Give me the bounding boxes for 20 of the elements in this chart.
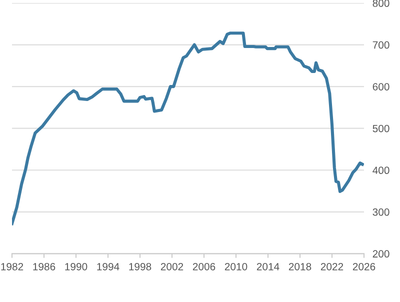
x-tick-label: 2018 [288,262,312,270]
x-tick-label: 1990 [65,262,88,270]
y-tick-label: 500 [372,124,390,132]
y-tick-label: 300 [372,208,390,216]
x-tick-label: 1998 [129,262,152,270]
x-tick-label: 2026 [352,262,376,270]
line-series [12,32,364,226]
x-tick-label: 2022 [320,262,344,270]
y-tick-label: 800 [372,0,390,7]
x-tick-label: 2010 [224,262,248,270]
y-tick-label: 400 [372,166,390,174]
x-tick-label: 1982 [1,262,24,270]
x-tick-label: 1986 [33,262,56,270]
x-tick-label: 2002 [160,262,184,270]
y-tick-label: 700 [372,41,390,49]
y-tick-label: 200 [372,250,390,258]
x-tick-label: 1994 [97,262,120,270]
x-tick-label: 2006 [192,262,216,270]
y-tick-label: 600 [372,83,390,90]
x-tick-label: 2014 [256,262,280,270]
